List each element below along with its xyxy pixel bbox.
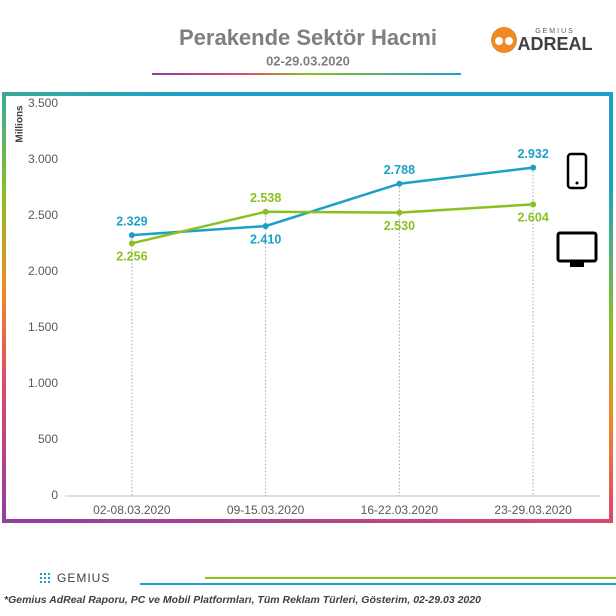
y-tick-label: 1.500 — [28, 320, 58, 334]
logo-brand: GEMIUS — [535, 28, 575, 35]
y-axis-label: Millions — [15, 105, 26, 143]
series-line — [131, 166, 534, 237]
y-tick-label: 1.000 — [28, 376, 58, 390]
data-point — [396, 209, 403, 216]
x-tick-label: 02-08.03.2020 — [93, 503, 171, 517]
x-tick-label: 23-29.03.2020 — [494, 503, 572, 517]
data-point — [128, 240, 135, 247]
y-tick-label: 2.500 — [28, 208, 58, 222]
x-tick-label: 16-22.03.2020 — [361, 503, 439, 517]
data-point — [530, 201, 537, 208]
data-label: 2.932 — [517, 147, 548, 161]
x-tick-label: 09-15.03.2020 — [227, 503, 305, 517]
footer-line — [205, 577, 616, 579]
phone-icon — [566, 152, 588, 190]
chart-subtitle: 02-29.03.2020 — [266, 53, 350, 68]
data-point — [262, 223, 269, 230]
monitor-icon — [556, 231, 598, 263]
data-label: 2.410 — [250, 232, 281, 246]
y-tick-label: 500 — [38, 432, 58, 446]
series-line — [131, 203, 534, 245]
data-label: 2.530 — [384, 219, 415, 233]
footnote: *Gemius AdReal Raporu, PC ve Mobil Platf… — [4, 594, 481, 606]
footer: GEMIUS *Gemius AdReal Raporu, PC ve Mobi… — [4, 571, 616, 606]
data-label: 2.329 — [116, 214, 147, 228]
monitor-stand — [570, 262, 584, 267]
logo-product: ADREAL — [518, 34, 593, 54]
data-label: 2.256 — [116, 250, 147, 264]
data-label: 2.788 — [384, 163, 415, 177]
y-tick-label: 0 — [51, 488, 58, 502]
mobile-icon — [566, 152, 588, 190]
pc-icon — [556, 231, 598, 267]
logo-icon-eye — [495, 37, 503, 45]
chart-frame — [2, 92, 613, 523]
data-point — [128, 232, 135, 239]
y-tick-label: 2.000 — [28, 264, 58, 278]
chart-title: Perakende Sektör Hacmi — [179, 25, 437, 50]
title-underline — [152, 73, 461, 75]
data-label: 2.538 — [250, 191, 281, 205]
data-label: 2.604 — [517, 211, 548, 225]
data-point — [262, 208, 269, 215]
phone-button — [575, 181, 579, 185]
footer-line — [140, 583, 616, 585]
logo-icon — [491, 27, 517, 53]
y-tick-label: 3.000 — [28, 152, 58, 166]
y-tick-label: 3.500 — [28, 96, 58, 110]
data-point — [396, 180, 403, 187]
logo: GEMIUS ADREAL — [491, 27, 593, 54]
footer-logo-dots — [40, 573, 50, 583]
data-point — [530, 164, 537, 171]
footer-brand: GEMIUS — [57, 571, 110, 585]
logo-icon-eye — [505, 37, 513, 45]
